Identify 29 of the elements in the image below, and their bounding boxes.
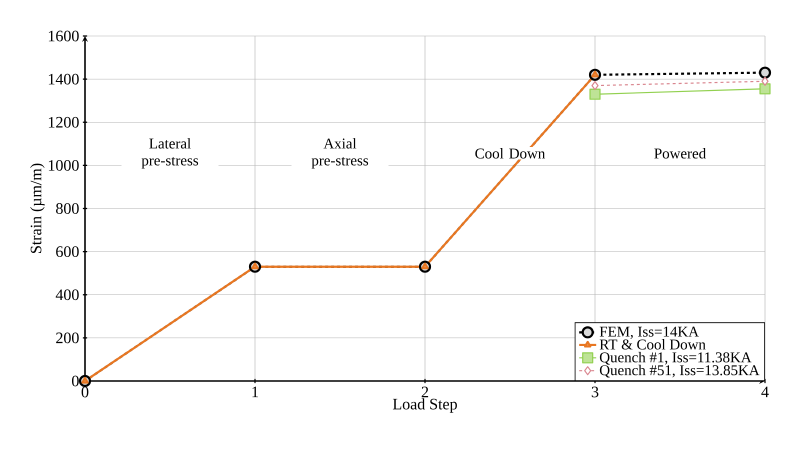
x-tick-label: 2 [422, 386, 428, 398]
annotation: Axial pre-stress [312, 138, 368, 169]
point [591, 81, 599, 90]
x-tick-label: 0 [82, 386, 88, 398]
legend-label: Quench #51, Iss=13.85KA [600, 364, 760, 378]
point [761, 76, 769, 86]
y-tick-label: 800 [56, 203, 79, 214]
y-tick-label: 600 [56, 246, 79, 258]
annotation: Lateral pre-stress [142, 138, 198, 169]
point [589, 88, 601, 100]
y-tick-label: 1400 [48, 74, 79, 84]
annotation: Powered [654, 148, 706, 159]
y-tick-label: 1600 [48, 30, 79, 42]
legend-label: RT & Cool Down [600, 339, 706, 350]
point [759, 83, 771, 94]
x-tick-label: 4 [761, 386, 769, 398]
point [758, 66, 772, 79]
y-tick-label: 0 [72, 376, 79, 386]
y-tick-label: 1200 [48, 116, 79, 128]
y-axis-title: Strain (µm/m) [30, 164, 45, 253]
y-tick-label: 1000 [48, 160, 79, 171]
legend-label: Quench #1, Iss=11.38KA [600, 352, 752, 365]
x-tick-label: 3 [592, 386, 598, 398]
x-axis-title: Load Step [392, 398, 457, 413]
annotation: Cool Down [475, 148, 546, 159]
y-tick-label: 400 [56, 289, 79, 300]
y-tick-label: 200 [56, 332, 79, 344]
legend-label: FEM, Iss=14KA [600, 326, 699, 339]
x-tick-label: 1 [252, 386, 258, 398]
